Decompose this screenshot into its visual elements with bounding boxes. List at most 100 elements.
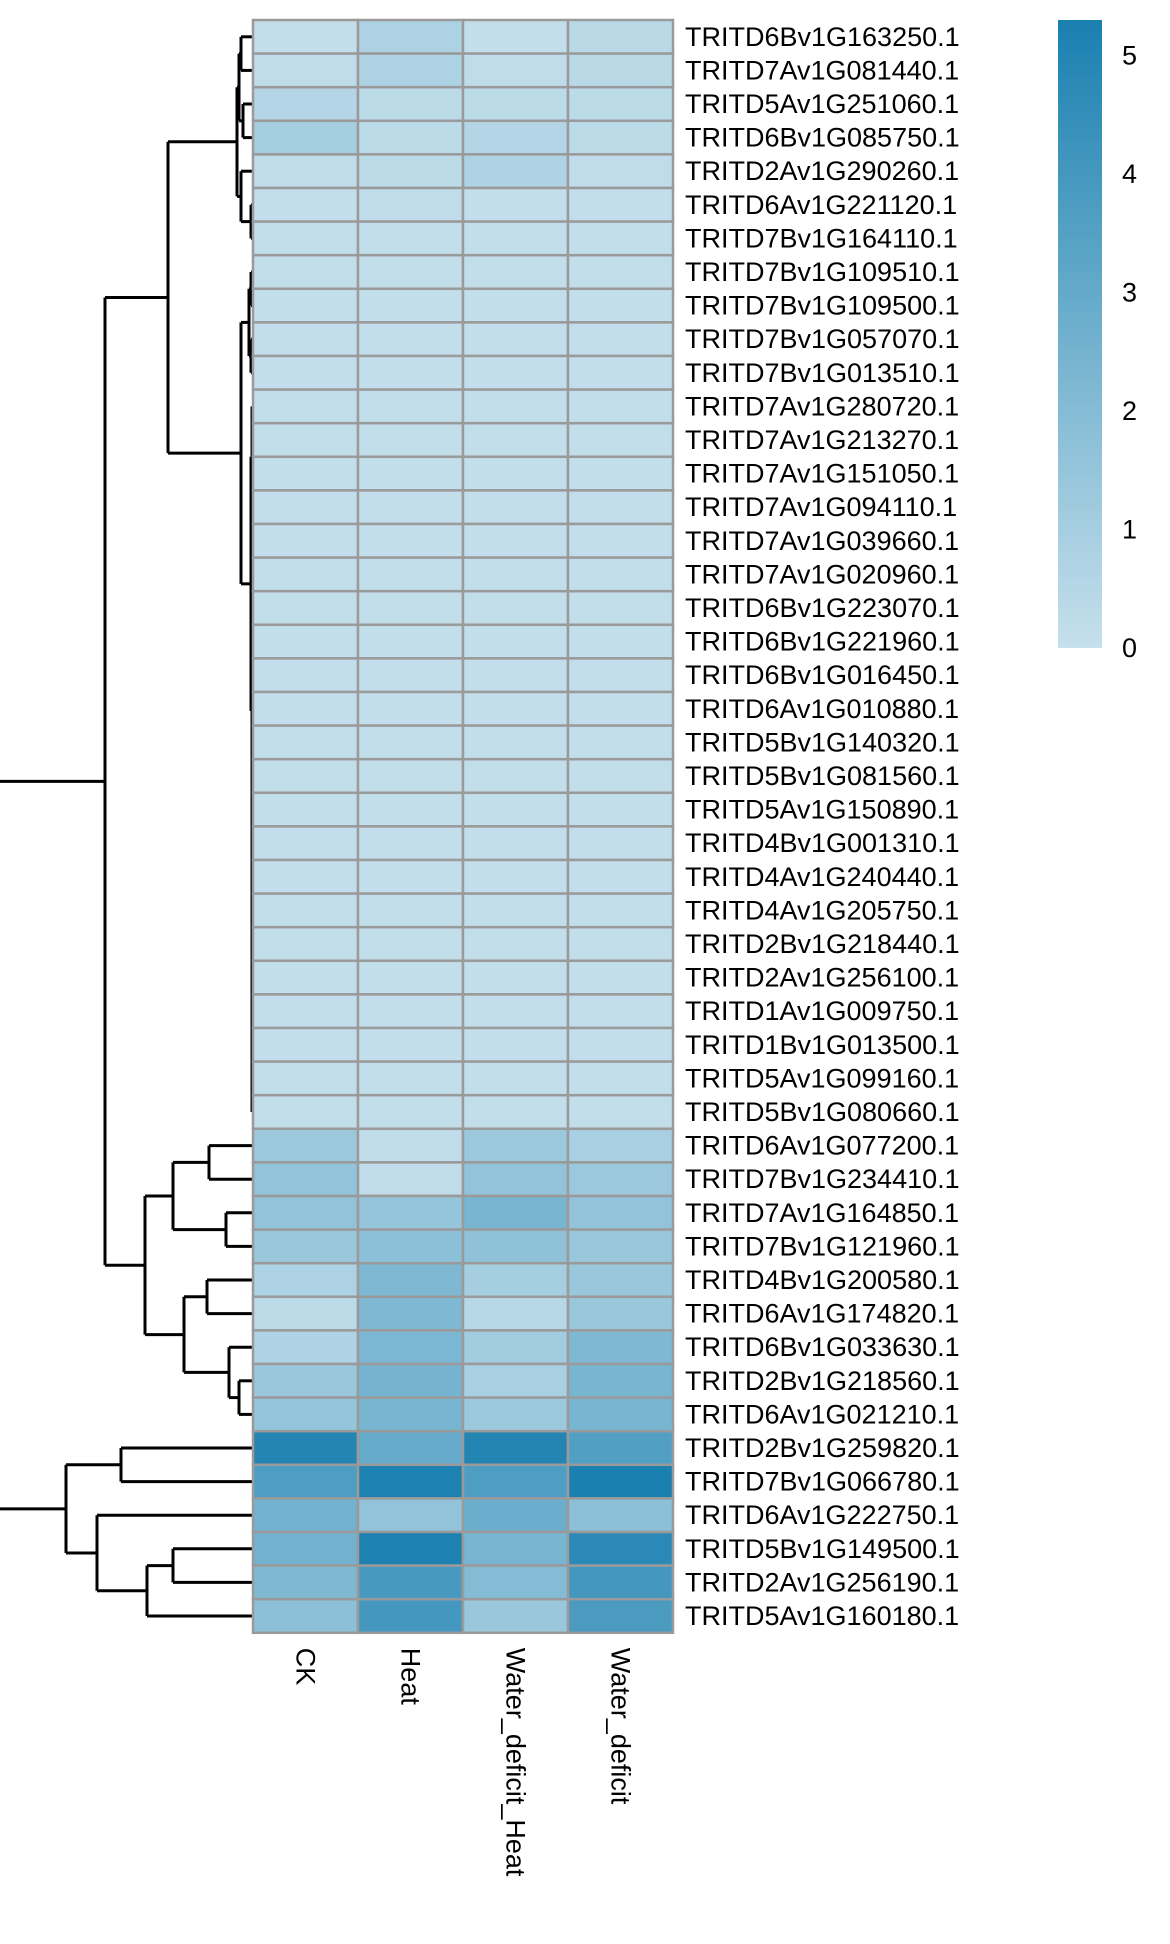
row-label: TRITD7Bv1G066780.1 (685, 1467, 960, 1497)
heatmap-cell (356, 623, 465, 660)
heatmap-cell (566, 1060, 675, 1097)
heatmap-cell (356, 858, 465, 895)
heatmap-cell (356, 253, 465, 291)
row-label: TRITD6Av1G174820.1 (685, 1299, 959, 1329)
heatmap-cell (461, 220, 570, 257)
heatmap-cell (566, 421, 675, 459)
heatmap-cell (251, 287, 360, 324)
row-label: TRITD4Bv1G001310.1 (685, 828, 960, 858)
row-label: TRITD6Av1G222750.1 (685, 1500, 959, 1530)
heatmap-cell (251, 1429, 360, 1467)
heatmap-cell (356, 724, 465, 761)
heatmap-cell (251, 1228, 360, 1265)
heatmap-cell (356, 522, 465, 559)
legend-tick-label: 1 (1122, 515, 1137, 545)
heatmap-cell (566, 825, 675, 862)
row-label: TRITD5Bv1G149500.1 (685, 1534, 960, 1564)
heatmap-cell (566, 757, 675, 795)
heatmap-cell (356, 1329, 465, 1366)
row-label: TRITD5Bv1G140320.1 (685, 727, 960, 757)
heatmap-cell (566, 253, 675, 291)
heatmap-cell (251, 690, 360, 727)
legend-tick-label: 4 (1122, 159, 1137, 189)
heatmap-cell (356, 1093, 465, 1131)
column-label: Heat (396, 1648, 426, 1706)
row-label: TRITD7Bv1G057070.1 (685, 324, 960, 354)
heatmap-cell (461, 657, 570, 694)
heatmap-cell (251, 925, 360, 963)
row-label: TRITD4Av1G240440.1 (685, 862, 959, 892)
heatmap-cell (461, 1295, 570, 1332)
heatmap-cell (251, 1564, 360, 1601)
row-label: TRITD2Bv1G259820.1 (685, 1433, 960, 1463)
row-label: TRITD7Av1G020960.1 (685, 559, 959, 589)
heatmap-cell (566, 1093, 675, 1131)
heatmap-cell (566, 589, 675, 627)
heatmap-cell (251, 791, 360, 828)
heatmap-cell (251, 1362, 360, 1399)
row-dendrogram (0, 35, 254, 1618)
heatmap-cell (251, 657, 360, 694)
row-label: TRITD7Av1G164850.1 (685, 1198, 959, 1228)
heatmap-cell (251, 1295, 360, 1332)
heatmap-cell (566, 1329, 675, 1366)
row-label: TRITD6Bv1G221960.1 (685, 627, 960, 657)
heatmap-cell (566, 153, 675, 190)
row-label: TRITD7Av1G081440.1 (685, 55, 959, 85)
row-label: TRITD2Bv1G218560.1 (685, 1366, 960, 1396)
heatmap-cell (566, 993, 675, 1030)
heatmap-cell (251, 1261, 360, 1299)
heatmap-cell (566, 119, 675, 156)
legend-tick-label: 5 (1122, 41, 1137, 71)
heatmap-cell (461, 892, 570, 929)
heatmap-cell (356, 388, 465, 425)
heatmap-cell (251, 388, 360, 425)
heatmap-cell (251, 186, 360, 223)
heatmap-cell (461, 1093, 570, 1131)
heatmap-cell (251, 623, 360, 660)
heatmap-cell (461, 119, 570, 156)
heatmap-cell (251, 455, 360, 492)
heatmap-cell (461, 1026, 570, 1063)
heatmap-cell (461, 1597, 570, 1635)
row-label: TRITD5Av1G150890.1 (685, 795, 959, 825)
heatmap-cell (356, 119, 465, 156)
heatmap-cell (566, 354, 675, 391)
heatmap-cell (461, 253, 570, 291)
row-label: TRITD5Av1G160180.1 (685, 1601, 959, 1631)
row-label: TRITD6Bv1G085750.1 (685, 123, 960, 153)
heatmap-cell (251, 724, 360, 761)
heatmap-cell (356, 556, 465, 593)
row-label: TRITD5Bv1G080660.1 (685, 1097, 960, 1127)
heatmap-cell (566, 1295, 675, 1332)
row-label: TRITD6Av1G077200.1 (685, 1131, 959, 1161)
heatmap-cell (356, 18, 465, 55)
row-label: TRITD7Bv1G109510.1 (685, 257, 960, 287)
heatmap-cell (461, 1463, 570, 1500)
legend-color-bar (1058, 20, 1102, 648)
heatmap-cell (356, 1530, 465, 1567)
heatmap-cell (566, 556, 675, 593)
heatmap-cell (251, 993, 360, 1030)
heatmap-cell (251, 1194, 360, 1231)
heatmap-cell (251, 1497, 360, 1534)
heatmap-cell (566, 455, 675, 492)
heatmap-cell (566, 388, 675, 425)
heatmap-cell (566, 791, 675, 828)
row-label: TRITD7Av1G151050.1 (685, 459, 959, 489)
heatmap-cell (356, 1362, 465, 1399)
heatmap-cell (461, 1530, 570, 1567)
heatmap-cell (356, 1295, 465, 1332)
heatmap-cell (461, 1161, 570, 1198)
heatmap-cell (356, 690, 465, 727)
heatmap-cell (356, 354, 465, 391)
heatmap-cell (566, 1597, 675, 1635)
column-label: Water_deficit (606, 1648, 636, 1805)
heatmap-cell (356, 1026, 465, 1063)
heatmap-cell (356, 52, 465, 89)
heatmap-cell (356, 1597, 465, 1635)
heatmap-cell (461, 1429, 570, 1467)
heatmap-cells (251, 18, 675, 1635)
heatmap-cell (251, 825, 360, 862)
